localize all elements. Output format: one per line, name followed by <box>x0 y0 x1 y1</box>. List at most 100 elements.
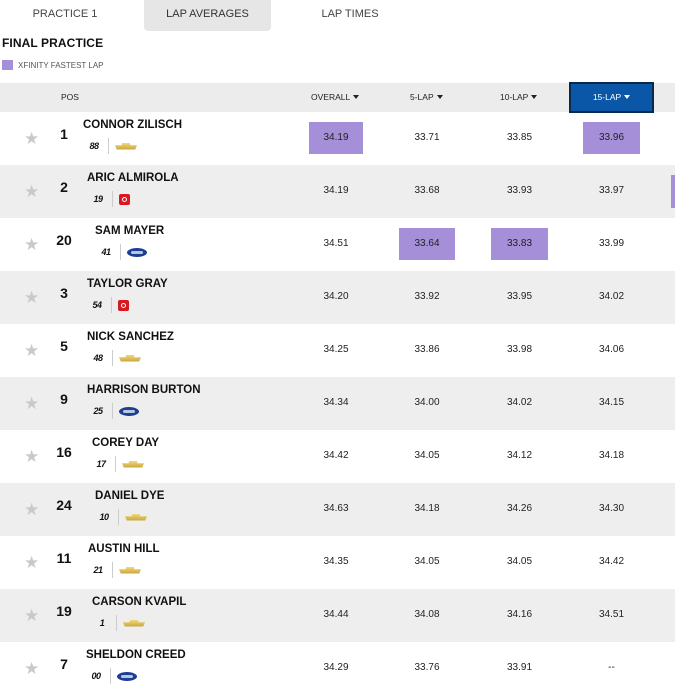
caret-down-icon <box>436 95 443 99</box>
star-icon[interactable]: ★ <box>24 553 40 572</box>
cell-lap15: 34.02 <box>598 291 625 302</box>
cell-lap10: 33.95 <box>506 291 533 302</box>
table-row[interactable]: ★ 16 COREY DAY 17 34.42 34.05 34.12 34.18 <box>0 430 675 483</box>
column-15-lap[interactable]: 15-LAP <box>569 82 654 113</box>
driver-name[interactable]: SAM MAYER <box>95 225 165 237</box>
driver-name[interactable]: DANIEL DYE <box>95 490 165 502</box>
column-overall-label: OVERALL <box>311 92 351 102</box>
cell-overall: 34.35 <box>323 556 349 567</box>
car-number: 00 <box>91 671 101 681</box>
column-pos: POS <box>61 92 79 102</box>
tab-practice-1[interactable]: PRACTICE 1 <box>32 8 98 20</box>
driver-name[interactable]: CARSON KVAPIL <box>92 596 187 608</box>
table-row[interactable]: ★ 20 SAM MAYER 41 34.51 33.64 33.83 33.99 <box>0 218 675 271</box>
star-icon[interactable]: ★ <box>24 341 40 360</box>
cell-overall: 34.19 <box>309 122 363 154</box>
toyota-logo-icon <box>119 193 130 205</box>
star-icon[interactable]: ★ <box>24 235 40 254</box>
divider <box>112 350 113 366</box>
driver-name[interactable]: COREY DAY <box>92 437 160 449</box>
position: 9 <box>60 391 68 407</box>
position: 24 <box>56 497 72 513</box>
cell-lap15: -- <box>608 662 615 673</box>
position: 16 <box>56 444 72 460</box>
table-row[interactable]: ★ 9 HARRISON BURTON 25 34.34 34.00 34.02 34.15 <box>0 377 675 430</box>
cell-lap10: 33.93 <box>506 185 533 196</box>
position: 2 <box>60 179 68 195</box>
car-number: 1 <box>99 618 105 628</box>
cell-lap5: 34.05 <box>414 450 440 461</box>
star-icon[interactable]: ★ <box>24 394 40 413</box>
car-badges: 48 <box>90 349 141 367</box>
driver-name[interactable]: CONNOR ZILISCH <box>83 119 183 131</box>
caret-down-icon <box>353 95 360 99</box>
legend-label: XFINITY FASTEST LAP <box>18 60 104 70</box>
star-icon[interactable]: ★ <box>24 500 40 519</box>
caret-down-icon <box>531 95 538 99</box>
results-table: ★ 1 CONNOR ZILISCH 88 34.19 33.71 33.85 33.96 ★ 2… <box>0 112 675 691</box>
position: 5 <box>60 338 68 354</box>
cell-lap15: 33.97 <box>598 185 625 196</box>
divider <box>112 191 113 207</box>
car-badges: 17 <box>93 455 144 473</box>
tab-lap-averages[interactable]: LAP AVERAGES <box>144 0 271 31</box>
car-number: 19 <box>93 194 103 204</box>
column-5-lap-label: 5-LAP <box>410 92 434 102</box>
tab-lap-times[interactable]: LAP TIMES <box>321 8 379 20</box>
star-icon[interactable]: ★ <box>24 606 40 625</box>
cell-overall: 34.44 <box>323 609 349 620</box>
table-row[interactable]: ★ 1 CONNOR ZILISCH 88 34.19 33.71 33.85 33.96 <box>0 112 675 165</box>
car-number: 48 <box>93 353 103 363</box>
column-10-lap[interactable]: 10-LAP <box>500 83 538 112</box>
table-row[interactable]: ★ 7 SHELDON CREED 00 34.29 33.76 33.91 -- <box>0 642 675 691</box>
chevrolet-logo-icon <box>119 566 141 574</box>
driver-name[interactable]: NICK SANCHEZ <box>87 331 174 343</box>
driver-name[interactable]: AUSTIN HILL <box>88 543 160 555</box>
divider <box>108 138 109 154</box>
cell-lap5: 34.08 <box>414 609 440 620</box>
cell-lap15: 34.18 <box>598 450 625 461</box>
divider <box>115 456 116 472</box>
chevrolet-logo-icon <box>125 513 147 521</box>
ford-logo-icon <box>119 406 139 416</box>
column-5-lap[interactable]: 5-LAP <box>410 83 443 112</box>
car-badges: 1 <box>94 614 145 632</box>
position: 19 <box>56 603 72 619</box>
star-icon[interactable]: ★ <box>24 288 40 307</box>
table-row[interactable]: ★ 5 NICK SANCHEZ 48 34.25 33.86 33.98 34.06 <box>0 324 675 377</box>
driver-name[interactable]: HARRISON BURTON <box>87 384 201 396</box>
cell-overall: 34.63 <box>323 503 349 514</box>
star-icon[interactable]: ★ <box>24 182 40 201</box>
column-overall[interactable]: OVERALL <box>311 83 360 112</box>
cell-lap15: 34.06 <box>598 344 625 355</box>
divider <box>110 668 111 684</box>
cell-lap5: 33.64 <box>399 228 455 260</box>
position: 11 <box>56 550 72 566</box>
cell-lap5: 33.92 <box>414 291 440 302</box>
cell-lap5: 33.68 <box>414 185 440 196</box>
cell-lap15: 34.15 <box>598 397 625 408</box>
car-badges: 19 <box>90 190 130 208</box>
divider <box>118 509 119 525</box>
table-row[interactable]: ★ 19 CARSON KVAPIL 1 34.44 34.08 34.16 34.51 <box>0 589 675 642</box>
table-row[interactable]: ★ 3 TAYLOR GRAY 54 34.20 33.92 33.95 34.02 <box>0 271 675 324</box>
cell-lap5: 34.18 <box>414 503 440 514</box>
cell-lap15: 33.99 <box>598 238 625 249</box>
star-icon[interactable]: ★ <box>24 447 40 466</box>
table-row[interactable]: ★ 24 DANIEL DYE 10 34.63 34.18 34.26 34.30 <box>0 483 675 536</box>
chevrolet-logo-icon <box>123 619 145 627</box>
star-icon[interactable]: ★ <box>24 129 40 148</box>
star-icon[interactable]: ★ <box>24 659 40 678</box>
column-15-lap-label: 15-LAP <box>592 92 622 102</box>
table-row[interactable]: ★ 2 ARIC ALMIROLA 19 34.19 33.68 33.93 33.97 <box>0 165 675 218</box>
driver-name[interactable]: TAYLOR GRAY <box>87 278 168 290</box>
driver-name[interactable]: ARIC ALMIROLA <box>87 172 179 184</box>
session-title: FINAL PRACTICE <box>2 36 104 50</box>
car-badges: 21 <box>90 561 141 579</box>
driver-name[interactable]: SHELDON CREED <box>86 649 186 661</box>
chevrolet-logo-icon <box>115 142 137 150</box>
divider <box>112 403 113 419</box>
cell-lap5: 33.86 <box>414 344 440 355</box>
cell-lap5: 33.71 <box>414 132 440 143</box>
table-row[interactable]: ★ 11 AUSTIN HILL 21 34.35 34.05 34.05 34.42 <box>0 536 675 589</box>
